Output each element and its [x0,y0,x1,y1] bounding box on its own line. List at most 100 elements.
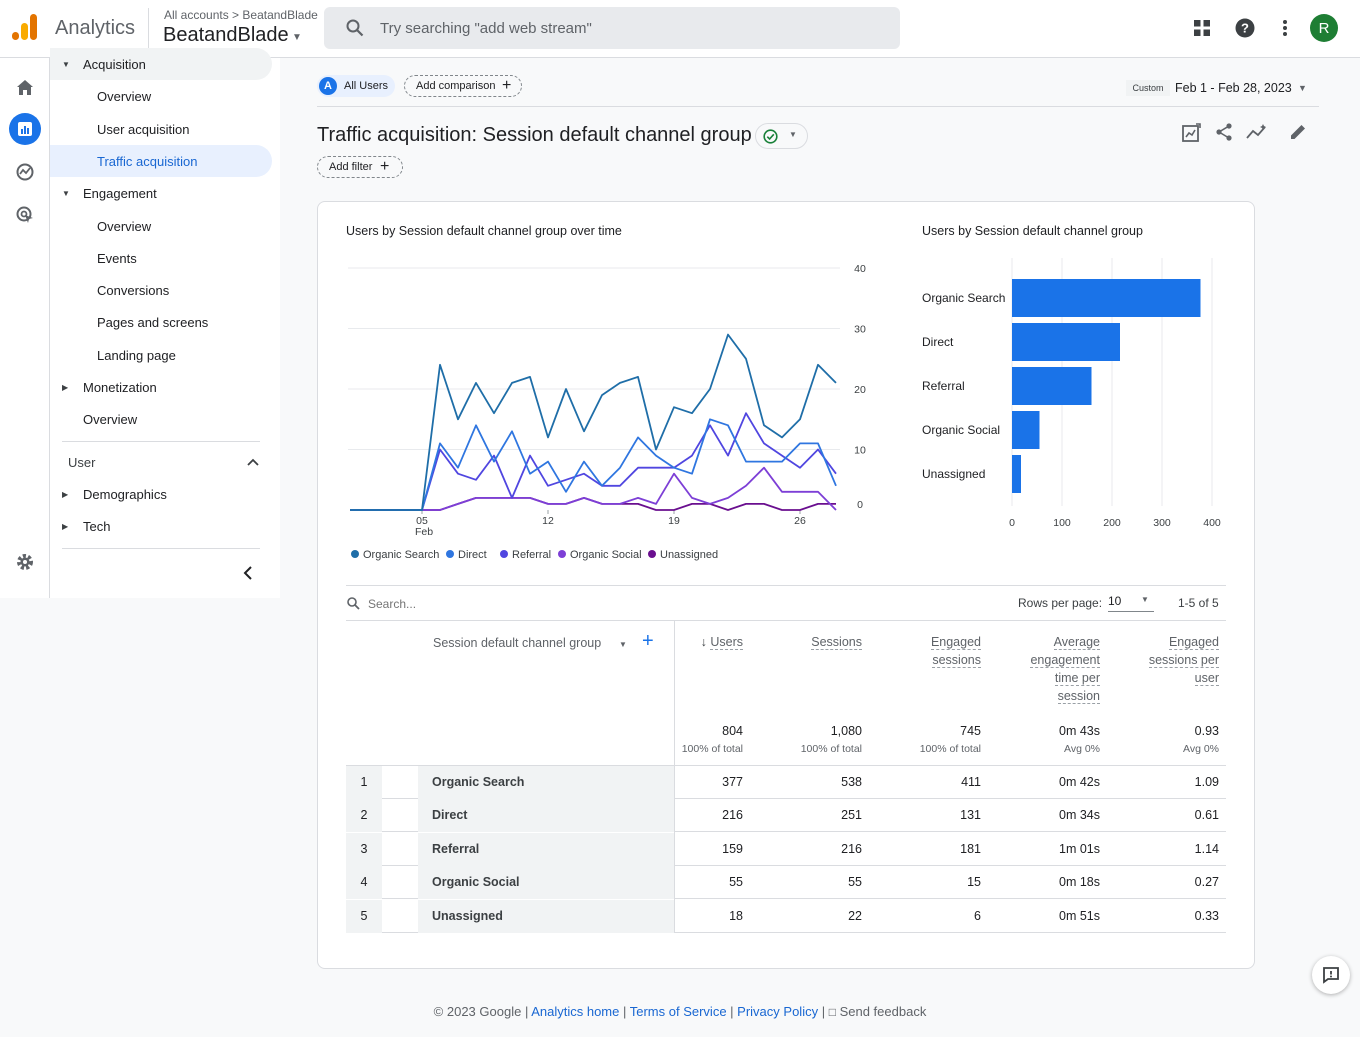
share-icon[interactable] [1215,123,1233,141]
caret-down-icon[interactable]: ▼ [1298,83,1307,93]
row-metric-value: 0m 42s [1059,775,1100,789]
add-filter-button[interactable]: Add filter + [317,156,403,178]
table-row[interactable]: 3 Referral 159 216 181 1m 01s 1.14 [346,832,1226,866]
property-selector[interactable]: BeatandBlade [163,24,289,46]
nav-monetization[interactable]: ▶ Monetization [50,371,272,403]
row-dimension-value: Referral [418,832,674,866]
metric-header[interactable]: Engaged sessions per user [1079,633,1219,687]
metric-header-line: ↓ Users [603,633,743,651]
x-tick-label: 400 [1203,517,1221,529]
caret-down-icon: ▼ [62,59,70,69]
footer: © 2023 Google | Analytics home | Terms o… [433,1004,927,1019]
explore-icon[interactable] [9,156,41,188]
nav-engagement-overview[interactable]: Overview [97,218,152,234]
search-bar[interactable] [324,7,900,49]
feedback-fab[interactable] [1312,956,1350,994]
apps-grid-icon[interactable] [1190,16,1214,40]
customize-report-icon[interactable] [1182,123,1201,142]
row-number: 3 [346,832,382,866]
metric-header-text: sessions per [1148,653,1219,668]
analytics-logo[interactable] [12,14,38,42]
row-metric-value: 0m 34s [1059,808,1100,823]
search-icon [347,597,360,610]
legend-marker [446,550,454,558]
footer-privacy-link[interactable]: Privacy Policy [737,1004,819,1019]
nav-label: Acquisition [83,56,146,72]
nav-landing-page[interactable]: Landing page [97,347,176,363]
row-metric-value: 411 [961,775,981,789]
chevron-right-icon: > [232,8,243,22]
breadcrumb-all-accounts[interactable]: All accounts [164,8,229,22]
row-metric-value: 251 [841,808,862,823]
admin-gear-icon[interactable] [9,546,41,578]
category-label: Referral [922,379,965,393]
nav-demographics[interactable]: ▶ Demographics [50,478,272,510]
nav-divider [62,441,260,442]
date-range-picker[interactable]: Feb 1 - Feb 28, 2023 [1175,81,1292,95]
x-tick-label: 200 [1103,517,1121,529]
footer-send-feedback[interactable]: □ Send feedback [829,1004,927,1019]
row-metric-value: 216 [722,808,743,823]
nav-traffic-acquisition[interactable]: Traffic acquisition [50,145,272,177]
nav-engagement[interactable]: ▼ Engagement [50,177,272,209]
x-tick-label: 300 [1153,517,1171,529]
metric-header-line: session [960,687,1100,705]
breadcrumb-account[interactable]: BeatandBlade [242,8,318,22]
nav-tech[interactable]: ▶ Tech [50,510,272,542]
nav-user-section[interactable]: User [50,446,272,478]
line-chart-title: Users by Session default channel group o… [346,224,622,238]
reports-icon[interactable] [9,113,41,145]
insights-icon[interactable] [1246,123,1268,141]
nav-conversions[interactable]: Conversions [97,282,170,298]
totals-divider [346,765,1226,766]
search-input[interactable] [380,7,880,49]
more-vert-icon[interactable] [1273,16,1297,40]
metric-header[interactable]: Average engagement time per session [960,633,1100,705]
dimension-header[interactable]: Session default channel group [433,636,602,650]
advertising-icon[interactable] [9,199,41,231]
account-breadcrumb[interactable]: All accounts > BeatandBlade [164,8,318,22]
nav-events[interactable]: Events [97,250,137,266]
x-tick-label: 26 [794,515,806,527]
row-number: 5 [346,899,382,933]
add-dimension-plus-icon[interactable]: + [642,630,654,652]
caret-down-icon[interactable]: ▼ [292,32,302,43]
segment-chip-all-users[interactable]: A All Users [317,75,395,97]
row-dimension-value: Organic Search [418,766,674,799]
table-row[interactable]: 2 Direct 216 251 131 0m 34s 0.61 [346,799,1226,833]
edit-pencil-icon[interactable] [1289,123,1307,141]
row-metric-value: 0m 18s [1059,875,1100,890]
metric-header[interactable]: ↓ Users [603,633,743,651]
collapse-chevron-left-icon[interactable] [243,566,253,580]
table-search-input[interactable] [368,595,568,613]
nav-label: Tech [83,518,111,534]
bar-organic-social [1012,411,1040,449]
footer-terms-link[interactable]: Terms of Service [629,1004,727,1019]
nav-acquisition[interactable]: ▼ Acquisition [50,48,272,80]
nav-label: Traffic acquisition [97,153,198,169]
caret-down-icon[interactable]: ▼ [619,640,627,649]
nav-user-acquisition[interactable]: User acquisition [97,121,190,137]
bar-chart[interactable]: 0 100 200 300 400 Organic Search Direct Referra… [915,250,1245,540]
footer-analytics-home-link[interactable]: Analytics home [531,1004,620,1019]
nav-acquisition-overview[interactable]: Overview [97,88,152,104]
avatar[interactable]: R [1310,14,1338,42]
metric-header[interactable]: Sessions [722,633,862,651]
table-row[interactable]: 4 Organic Social 55 55 15 0m 18s 0.27 [346,866,1226,900]
metric-total: 804 [722,724,743,738]
table-row[interactable]: 5 Unassigned 18 22 6 0m 51s 0.33 [346,899,1226,933]
row-metric-value: 55 [729,875,743,890]
metric-header-text: Engaged [930,635,981,650]
nav-monetization-overview[interactable]: Overview [83,411,138,427]
metric-header[interactable]: Engaged sessions [841,633,981,669]
table-row[interactable]: 1 Organic Search 377 538 411 0m 42s 1.09 [346,766,1226,799]
help-icon[interactable]: ? [1233,16,1257,40]
report-nav: ▼ Acquisition Overview User acquisition … [50,48,280,598]
home-icon[interactable] [9,71,41,103]
nav-pages-screens[interactable]: Pages and screens [97,314,209,330]
add-comparison-button[interactable]: Add comparison + [404,75,522,97]
caret-down-icon: ▼ [62,188,70,198]
report-status-button[interactable]: ▼ [755,123,808,149]
rows-per-page-select[interactable]: 10 ▼ [1108,592,1154,612]
